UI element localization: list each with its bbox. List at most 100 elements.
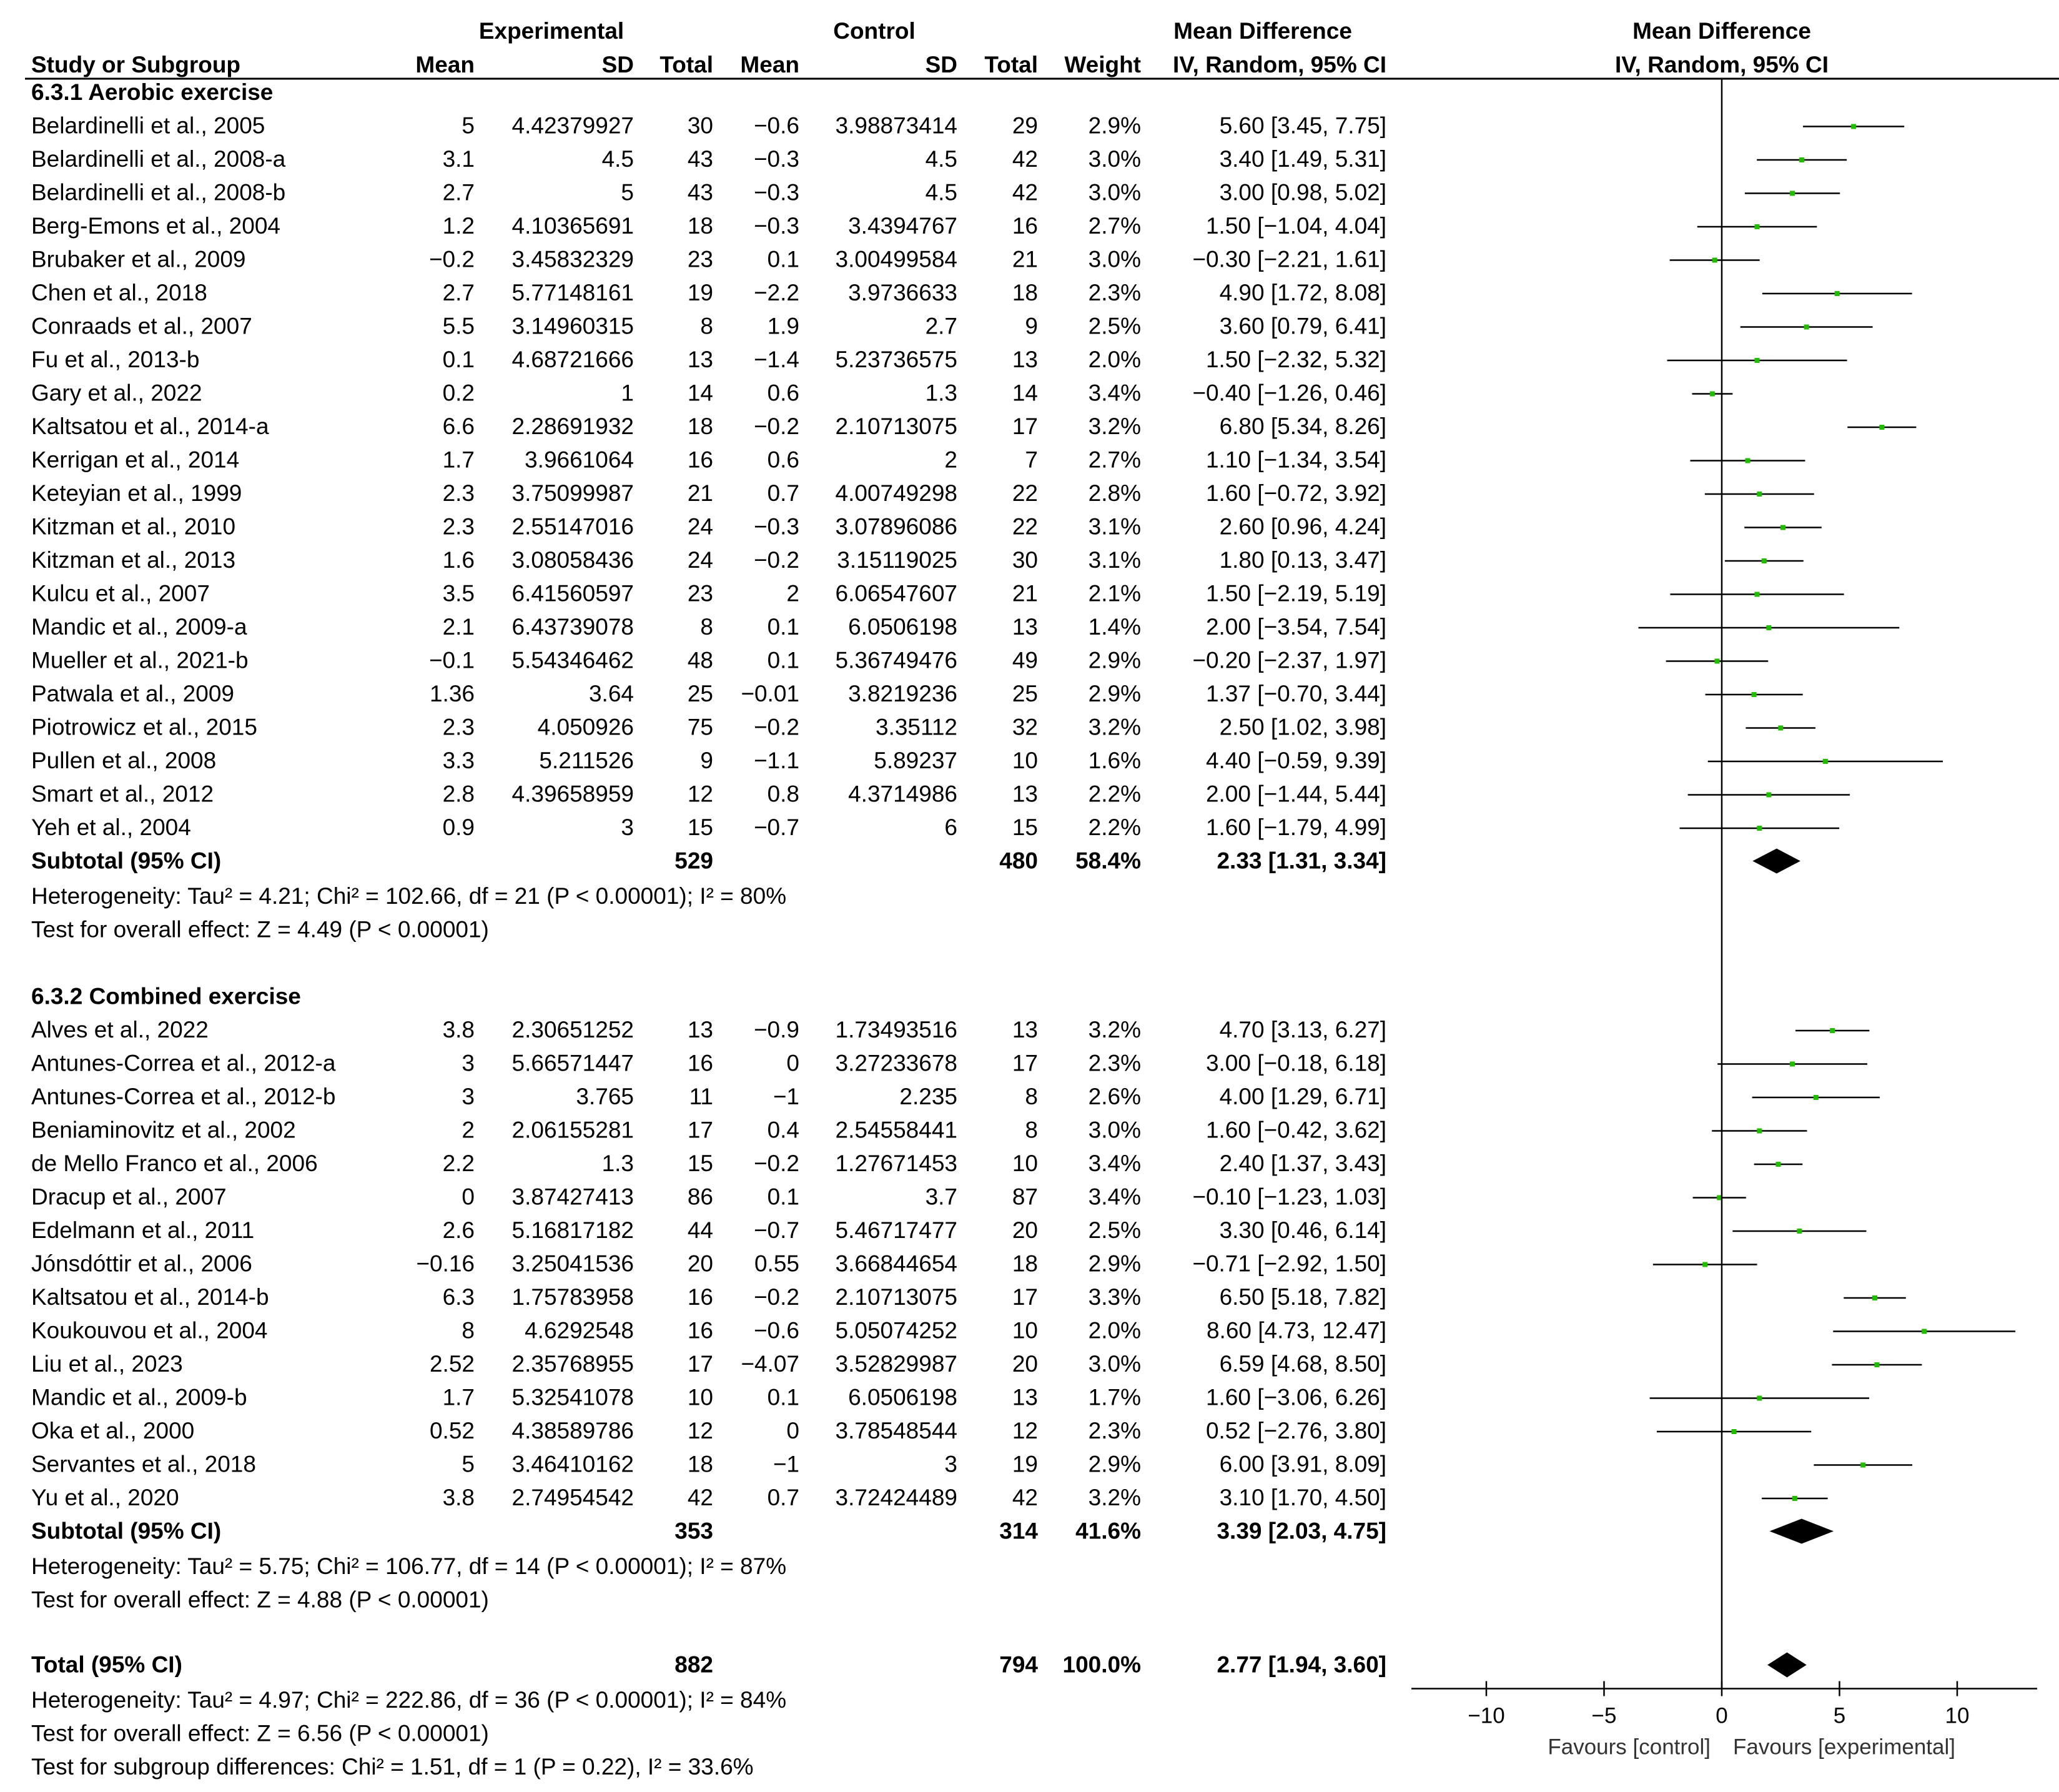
group-1-study-20-ctrl-mean: −1.1: [754, 748, 799, 773]
header-plot-method: IV, Random, 95% CI: [1615, 52, 1829, 77]
group-2-study-9-ctrl-sd: 2.10713075: [836, 1284, 957, 1310]
group-2-study-10-exp-total: 16: [688, 1318, 713, 1344]
group-1-subtotal-label: Subtotal (95% CI): [31, 848, 221, 874]
group-1-study-6-ctrl-total: 18: [1012, 280, 1038, 305]
group-2-study-9-ctrl-total: 17: [1012, 1284, 1038, 1310]
group-1-study-11-exp-sd: 3.9661064: [525, 447, 634, 473]
group-1-study-10-ctrl-mean: −0.2: [754, 413, 799, 439]
group-1-study-20-weight: 1.6%: [1089, 748, 1141, 773]
group-1-study-4-name: Berg-Emons et al., 2004: [31, 213, 280, 239]
group-1-study-10-name: Kaltsatou et al., 2014-a: [31, 413, 269, 439]
group-2-study-5-name: de Mello Franco et al., 2006: [31, 1151, 318, 1176]
group-1-study-22-exp-mean: 0.9: [443, 814, 475, 840]
group-1-study-6-ctrl-sd: 3.9736633: [848, 280, 957, 305]
group-2-study-15-ctrl-total: 42: [1012, 1485, 1038, 1510]
group-1-study-17-ctrl-mean: 0.1: [768, 648, 799, 673]
group-2-study-13-name: Oka et al., 2000: [31, 1418, 194, 1443]
group-2-study-2-ctrl-total: 17: [1012, 1051, 1038, 1076]
group-1-study-7-ctrl-total: 9: [1025, 314, 1038, 339]
group-1-study-17-point-estimate: [1714, 658, 1720, 664]
group-1-study-14-ci-text: 1.80 [0.13, 3.47]: [1220, 547, 1386, 573]
group-1-study-1-ctrl-mean: −0.6: [754, 113, 799, 139]
group-2-study-5-ctrl-mean: −0.2: [754, 1151, 799, 1176]
group-2-study-4-ci-text: 1.60 [−0.42, 3.62]: [1206, 1117, 1386, 1143]
group-1-study-16-exp-sd: 6.43739078: [512, 614, 634, 640]
group-1-study-3-ctrl-total: 42: [1012, 180, 1038, 205]
group-1-study-8-exp-sd: 4.68721666: [512, 347, 634, 372]
total-exp-total: 882: [674, 1652, 713, 1678]
group-2-subtotal-exp-total: 353: [674, 1518, 713, 1544]
group-1-study-19-ci-text: 2.50 [1.02, 3.98]: [1220, 715, 1386, 740]
group-1-study-17-exp-mean: −0.1: [429, 648, 475, 673]
group-1-study-14-weight: 3.1%: [1089, 547, 1141, 573]
group-1-study-19-exp-sd: 4.050926: [538, 715, 634, 740]
group-2-study-8-exp-sd: 3.25041536: [512, 1251, 634, 1277]
group-1-study-12-ctrl-sd: 4.00749298: [836, 480, 957, 506]
group-2-study-13-point-estimate: [1731, 1429, 1737, 1434]
group-1-study-5-weight: 3.0%: [1089, 247, 1141, 272]
group-1-study-12-name: Keteyian et al., 1999: [31, 480, 242, 506]
group-1-study-10-exp-total: 18: [688, 413, 713, 439]
group-2-heterogeneity: Heterogeneity: Tau² = 5.75; Chi² = 106.7…: [31, 1553, 786, 1579]
group-2-study-3-ci-text: 4.00 [1.29, 6.71]: [1220, 1084, 1386, 1109]
group-2-study-7-exp-sd: 5.16817182: [512, 1217, 634, 1243]
group-2-study-7-exp-mean: 2.6: [443, 1217, 475, 1243]
group-1-study-14-ctrl-mean: −0.2: [754, 547, 799, 573]
group-2-study-2-point-estimate: [1790, 1061, 1795, 1067]
group-2-study-11-exp-total: 17: [688, 1351, 713, 1377]
group-1-overall-effect: Test for overall effect: Z = 4.49 (P < 0…: [31, 917, 489, 943]
group-1-study-12-exp-mean: 2.3: [443, 480, 475, 506]
group-2-study-2-exp-mean: 3: [462, 1051, 475, 1076]
group-2-study-11-ctrl-total: 20: [1012, 1351, 1038, 1377]
group-1-study-2-name: Belardinelli et al., 2008-a: [31, 146, 286, 172]
group-2-study-3-ctrl-total: 8: [1025, 1084, 1038, 1109]
group-1-study-5-point-estimate: [1712, 257, 1717, 263]
group-1-study-13-exp-total: 24: [688, 514, 713, 540]
group-1-study-1-exp-sd: 4.42379927: [512, 113, 634, 139]
group-1-study-6-name: Chen et al., 2018: [31, 280, 207, 305]
group-2-study-10-exp-sd: 4.6292548: [525, 1318, 634, 1344]
group-1-study-1-name: Belardinelli et al., 2005: [31, 113, 265, 139]
group-1-study-20-ctrl-sd: 5.89237: [874, 748, 957, 773]
group-1-study-19-exp-mean: 2.3: [443, 715, 475, 740]
group-2-study-8-ctrl-mean: 0.55: [754, 1251, 799, 1277]
group-2-study-11-exp-sd: 2.35768955: [512, 1351, 634, 1377]
group-1-study-20-ctrl-total: 10: [1012, 748, 1038, 773]
group-1-study-20-ci-text: 4.40 [−0.59, 9.39]: [1206, 748, 1386, 773]
group-1-study-16-name: Mandic et al., 2009-a: [31, 614, 247, 640]
group-2-study-8-ci-text: −0.71 [−2.92, 1.50]: [1192, 1251, 1386, 1277]
group-1-study-16-ctrl-mean: 0.1: [768, 614, 799, 640]
group-2-study-4-point-estimate: [1757, 1128, 1762, 1134]
group-1-study-22-ci-text: 1.60 [−1.79, 4.99]: [1206, 814, 1386, 840]
group-2-study-2-ctrl-mean: 0: [786, 1051, 799, 1076]
group-2-study-3-ctrl-mean: −1: [773, 1084, 799, 1109]
group-2-study-9-ctrl-mean: −0.2: [754, 1284, 799, 1310]
group-1-study-19-ctrl-total: 32: [1012, 715, 1038, 740]
group-1-study-16-exp-mean: 2.1: [443, 614, 475, 640]
group-2-study-6-exp-sd: 3.87427413: [512, 1184, 634, 1210]
group-1-study-5-ctrl-mean: 0.1: [768, 247, 799, 272]
group-1-study-7-ci-text: 3.60 [0.79, 6.41]: [1220, 314, 1386, 339]
group-1-study-21-weight: 2.2%: [1089, 781, 1141, 807]
group-1-study-1-ctrl-total: 29: [1012, 113, 1038, 139]
group-2-study-13-ctrl-total: 12: [1012, 1418, 1038, 1443]
group-2-study-13-ci-text: 0.52 [−2.76, 3.80]: [1206, 1418, 1386, 1443]
group-2-study-6-ci-text: −0.10 [−1.23, 1.03]: [1192, 1184, 1386, 1210]
group-1-study-14-ctrl-total: 30: [1012, 547, 1038, 573]
group-2-study-7-ci-text: 3.30 [0.46, 6.14]: [1220, 1217, 1386, 1243]
group-2-subtotal-label: Subtotal (95% CI): [31, 1518, 221, 1544]
x-tick-label-3: 0: [1716, 1704, 1727, 1728]
group-1-study-4-point-estimate: [1754, 224, 1760, 229]
group-2-study-4-ctrl-total: 8: [1025, 1117, 1038, 1143]
group-1-study-17-ctrl-sd: 5.36749476: [836, 648, 957, 673]
group-2-overall-effect: Test for overall effect: Z = 4.88 (P < 0…: [31, 1587, 489, 1613]
group-1-study-3-point-estimate: [1790, 191, 1795, 196]
group-1-study-4-ctrl-mean: −0.3: [754, 213, 799, 239]
group-1-study-21-exp-sd: 4.39658959: [512, 781, 634, 807]
group-2-study-6-name: Dracup et al., 2007: [31, 1184, 227, 1210]
group-2-study-6-ctrl-total: 87: [1012, 1184, 1038, 1210]
group-1-study-9-ctrl-sd: 1.3: [926, 380, 957, 406]
group-2-study-6-exp-mean: 0: [462, 1184, 475, 1210]
group-1-study-22-ctrl-mean: −0.7: [754, 814, 799, 840]
group-1-study-10-weight: 3.2%: [1089, 413, 1141, 439]
